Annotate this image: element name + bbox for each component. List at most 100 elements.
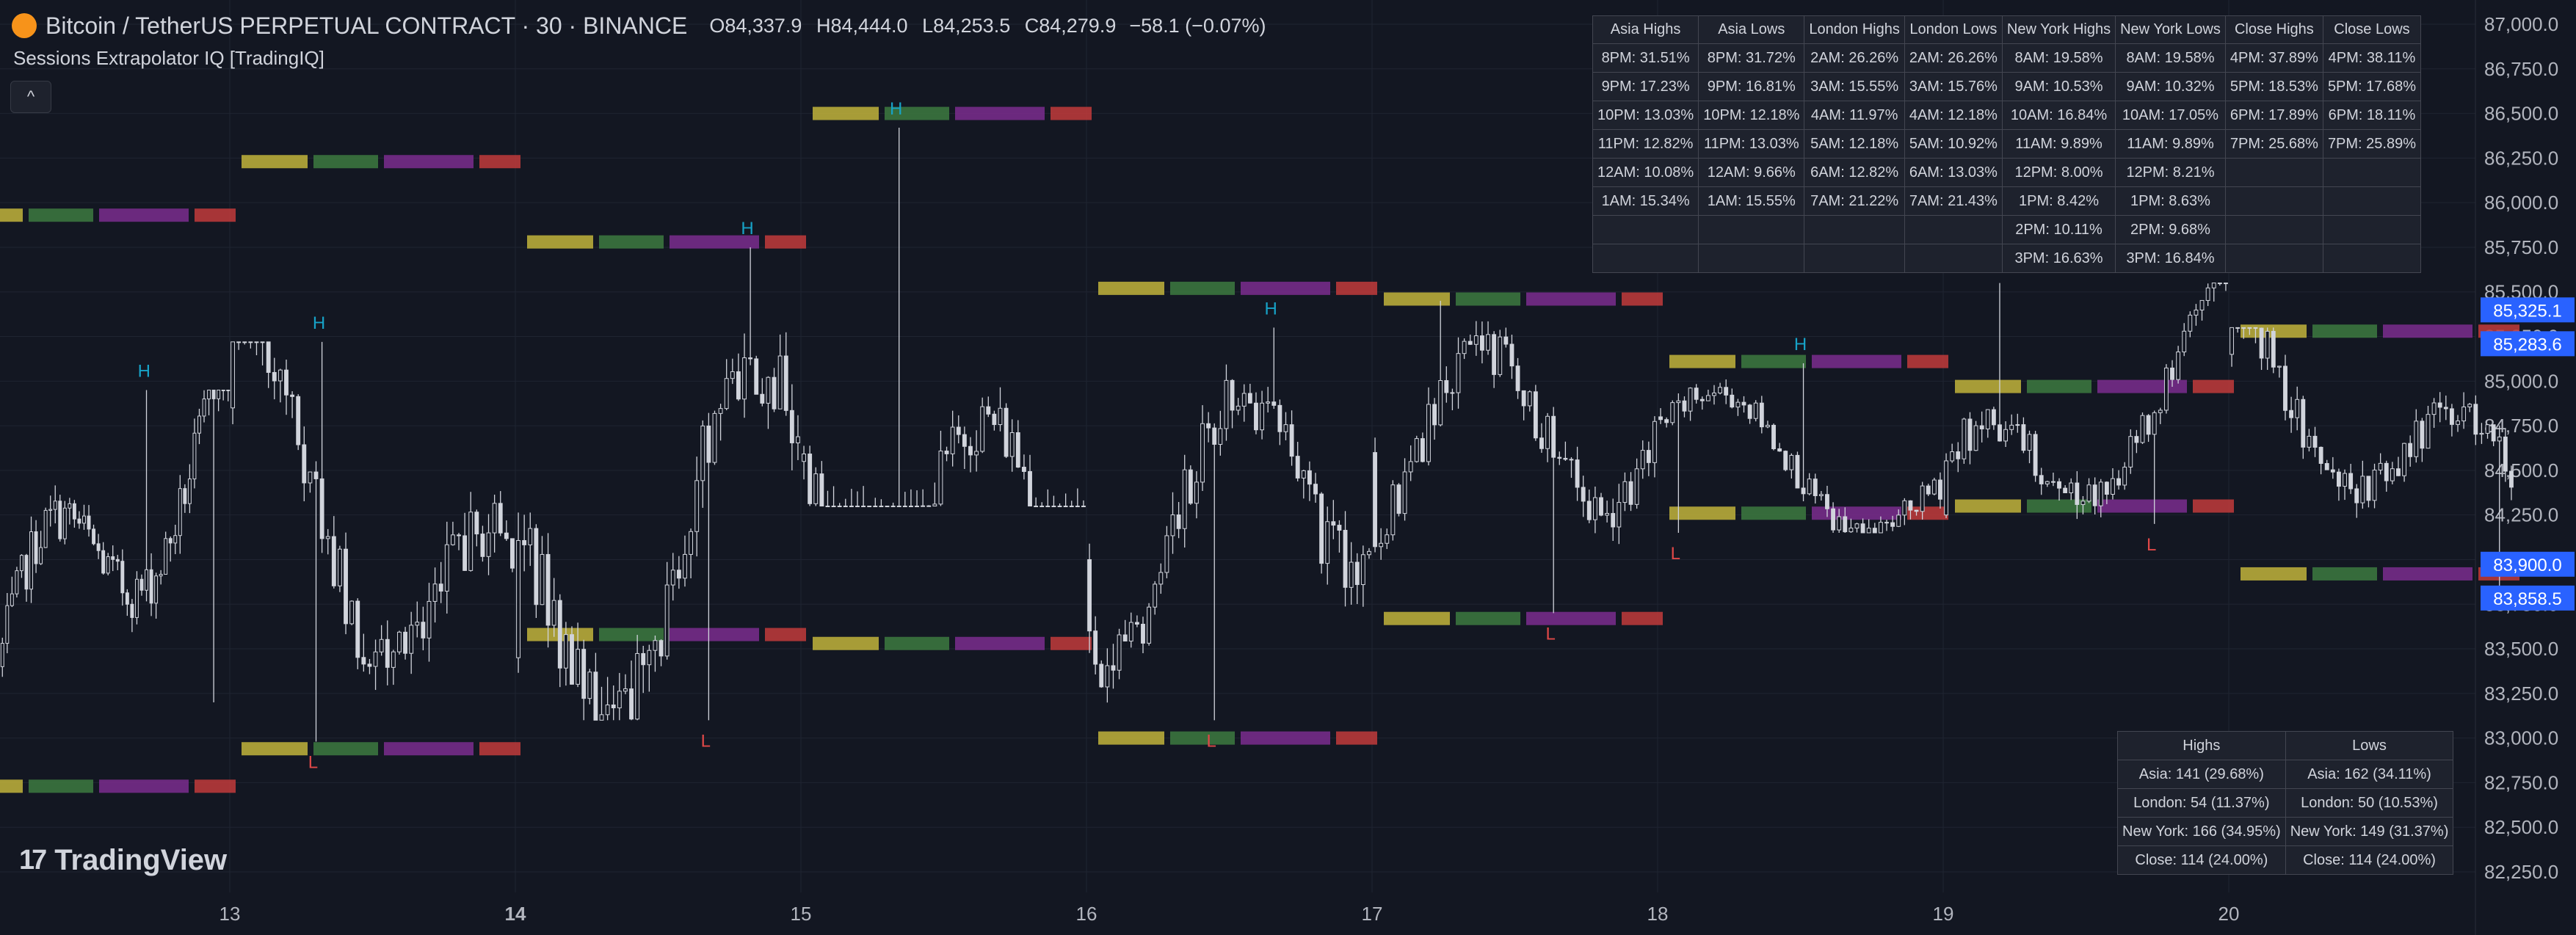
candle-body — [2378, 462, 2383, 470]
projected-high-session-bar — [1241, 281, 1330, 295]
candle-body — [1848, 528, 1854, 533]
candle-body — [92, 528, 96, 545]
y-tick-label: 84,250.0 — [2484, 504, 2558, 526]
y-tick-label: 84,750.0 — [2484, 415, 2558, 437]
candle-body — [2069, 482, 2074, 493]
candle-body — [1676, 400, 1681, 404]
session-table-cell: 3AM: 15.55% — [1804, 72, 1905, 101]
projected-low-session-bar — [2097, 499, 2187, 513]
candle-body — [576, 649, 581, 685]
candle-body — [1605, 513, 1610, 516]
candle-body — [1860, 523, 1865, 534]
candle-body — [2057, 481, 2061, 489]
candle-body — [2241, 327, 2246, 329]
projected-low-session-bar — [1907, 506, 1948, 520]
candle-body — [1015, 432, 1020, 468]
candle-body — [438, 583, 443, 592]
projected-high-session-bar — [2312, 324, 2377, 338]
projected-low-session-bar — [479, 742, 520, 756]
x-tick-label: 20 — [2218, 903, 2240, 925]
session-table-cell: 3PM: 16.63% — [2001, 244, 2116, 273]
y-tick-label: 83,250.0 — [2484, 683, 2558, 705]
candle-body — [1646, 450, 1651, 463]
candle-body — [837, 506, 842, 508]
projected-low-session-bar — [1622, 611, 1663, 625]
candle-body — [1967, 418, 1973, 451]
candle-body — [2050, 481, 2056, 483]
projected-low-session-bar — [1051, 636, 1092, 650]
candle-body — [896, 506, 901, 508]
symbol-title[interactable]: Bitcoin / TetherUS PERPETUAL CONTRACT · … — [46, 12, 688, 39]
projected-low-session-bar — [1526, 611, 1616, 625]
candle-body — [62, 507, 67, 539]
candle-body — [2205, 287, 2210, 301]
projected-high-session-bar — [2193, 379, 2234, 393]
projected-high-session-bar — [885, 106, 949, 120]
indicator-title[interactable]: Sessions Extrapolator IQ [TradingIQ] — [13, 47, 324, 69]
session-count-table: Highs Lows Asia: 141 (29.68%) Asia: 162 (3… — [2117, 731, 2454, 875]
candle-body — [1432, 404, 1437, 426]
candle-body — [760, 393, 765, 404]
projected-high-session-bar — [1741, 354, 1806, 368]
candle-body — [2509, 470, 2514, 488]
candle-body — [1592, 497, 1597, 520]
candle-body — [1747, 404, 1752, 419]
candle-body — [242, 341, 247, 343]
candle-body — [2003, 429, 2009, 442]
count-table-row: London: 54 (11.37%) London: 50 (10.53%) — [2117, 788, 2454, 818]
candle-body — [492, 503, 497, 534]
projected-high-session-bar — [1384, 292, 1450, 306]
candle-body — [1973, 425, 1978, 451]
session-table-header-cell: New York Lows — [2115, 15, 2226, 44]
projected-low-session-bar — [1955, 499, 2021, 513]
y-tick-label: 83,000.0 — [2484, 727, 2558, 749]
projected-high-session-bar — [1812, 354, 1901, 368]
candle-body — [1670, 402, 1675, 423]
open-label: O — [709, 14, 725, 37]
candle-body — [202, 399, 206, 417]
candle-body — [1521, 390, 1526, 407]
count-table-cell: Asia: 162 (34.11%) — [2285, 760, 2454, 789]
price-badge — [2481, 297, 2575, 323]
candle-body — [1331, 521, 1336, 526]
y-tick-label: 87,000.0 — [2484, 13, 2558, 35]
candle-body — [641, 652, 646, 666]
y-tick-label: 85,750.0 — [2484, 236, 2558, 258]
candle-body — [1979, 425, 1984, 429]
candle-body — [1319, 493, 1324, 564]
projected-high-session-bar — [1051, 106, 1092, 120]
candle-body — [1122, 634, 1128, 642]
candle-body — [796, 436, 800, 443]
candle-body — [2497, 436, 2502, 442]
candle-body — [1533, 391, 1538, 439]
collapse-chevron-up-icon[interactable]: ^ — [10, 81, 51, 113]
candle-body — [101, 550, 106, 574]
candle-body — [504, 532, 509, 539]
candle-body — [2235, 327, 2241, 329]
candle-body — [2224, 283, 2228, 285]
session-high-marker: H — [741, 219, 753, 239]
session-table-cell: 1PM: 8.42% — [2001, 186, 2116, 216]
candle-body — [968, 445, 973, 456]
candle-body — [1753, 402, 1758, 419]
candle-body — [1117, 634, 1122, 671]
candle-body — [48, 509, 53, 511]
candle-body — [480, 534, 485, 557]
session-table-cell: 10AM: 16.84% — [2001, 101, 2116, 130]
candle-body — [1283, 424, 1288, 432]
projected-low-session-bar — [29, 779, 93, 793]
candle-body — [1718, 387, 1723, 393]
projected-low-session-bar — [99, 779, 189, 793]
candle-body — [1699, 399, 1705, 401]
candle-body — [2098, 481, 2103, 506]
candle-body — [2021, 424, 2026, 451]
candle-body — [15, 570, 19, 594]
candle-body — [236, 341, 242, 343]
candle-body — [1087, 559, 1092, 632]
candle-body — [1813, 479, 1818, 496]
count-table-header-cell: Lows — [2285, 731, 2454, 760]
y-tick-label: 82,500.0 — [2484, 816, 2558, 838]
candle-body — [1789, 454, 1794, 470]
